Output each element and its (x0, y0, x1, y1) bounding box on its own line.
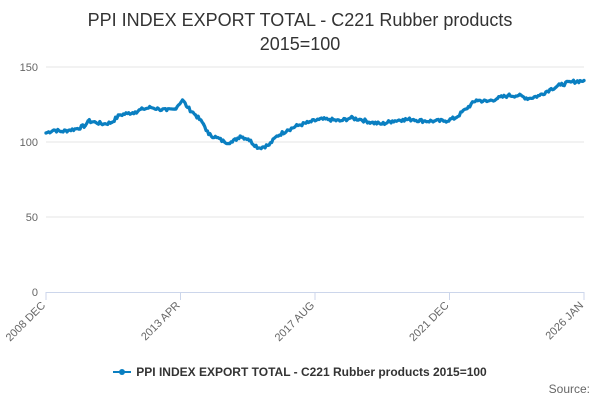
chart-legend[interactable]: PPI INDEX EXPORT TOTAL - C221 Rubber pro… (0, 365, 600, 379)
chart-title: PPI INDEX EXPORT TOTAL - C221 Rubber pro… (0, 8, 600, 56)
data-point (443, 119, 447, 123)
data-point (327, 117, 332, 122)
data-point (117, 113, 122, 117)
data-point (306, 120, 311, 125)
data-point (569, 80, 573, 84)
data-point (390, 119, 395, 123)
data-point (401, 117, 405, 122)
data-point (201, 122, 206, 126)
data-point (527, 96, 531, 101)
data-point (338, 119, 342, 123)
data-point (149, 105, 153, 110)
data-point (246, 137, 250, 141)
data-point (102, 122, 106, 126)
data-point (348, 116, 353, 120)
y-tick-label: 0 (32, 287, 38, 299)
data-point (52, 128, 56, 132)
data-point (186, 105, 190, 110)
data-point (222, 140, 227, 144)
data-point (432, 119, 437, 123)
x-tick-label: 2013 APR (139, 300, 183, 344)
data-point (230, 140, 234, 144)
data-point (193, 113, 198, 117)
data-point (75, 126, 80, 131)
data-point (165, 108, 169, 113)
legend-series-label: PPI INDEX EXPORT TOTAL - C221 Rubber pro… (136, 365, 487, 379)
data-point (275, 134, 279, 138)
data-point (317, 117, 321, 122)
chart-credits[interactable]: Source: (548, 382, 590, 396)
data-point (44, 131, 48, 135)
data-point (157, 107, 161, 111)
data-point (464, 107, 468, 111)
y-tick-label: 100 (20, 137, 38, 149)
data-point (285, 128, 290, 132)
x-tick-label: 2017 AUG (273, 300, 317, 344)
data-point (214, 135, 219, 140)
data-point (172, 107, 177, 111)
data-point (180, 98, 185, 102)
data-point (238, 134, 242, 138)
data-point (267, 143, 271, 147)
chart-title-line1: PPI INDEX EXPORT TOTAL - C221 Rubber pro… (87, 10, 513, 30)
data-point (474, 98, 478, 102)
data-point (141, 107, 145, 111)
data-point (485, 99, 489, 104)
x-tick-label: 2008 DEC (4, 300, 48, 344)
data-point (558, 83, 562, 87)
data-point (94, 120, 98, 125)
x-tick-label: 2026 JAN (543, 300, 586, 343)
data-point (548, 87, 552, 92)
data-point (83, 123, 87, 128)
data-point (60, 129, 64, 134)
data-point (207, 132, 211, 137)
data-point (86, 119, 90, 123)
data-point (453, 116, 458, 120)
data-point (359, 117, 363, 122)
legend-series-symbol (113, 367, 132, 377)
data-point (495, 96, 499, 101)
chart-subtitle: 2015=100 (259, 34, 341, 54)
data-point (125, 111, 129, 116)
data-point (422, 119, 426, 123)
data-point (133, 110, 137, 114)
data-point (380, 122, 384, 126)
data-point (582, 78, 586, 83)
data-point (506, 93, 510, 98)
data-point (296, 123, 300, 128)
data-point (110, 120, 114, 125)
y-tick-label: 150 (20, 62, 38, 74)
x-tick-label: 2021 DEC (407, 300, 451, 344)
y-tick-label: 50 (26, 212, 38, 224)
data-point (68, 128, 72, 132)
data-point (411, 117, 416, 122)
data-point (516, 93, 520, 98)
data-point (256, 146, 261, 150)
data-point (369, 120, 374, 125)
data-point (537, 93, 541, 98)
